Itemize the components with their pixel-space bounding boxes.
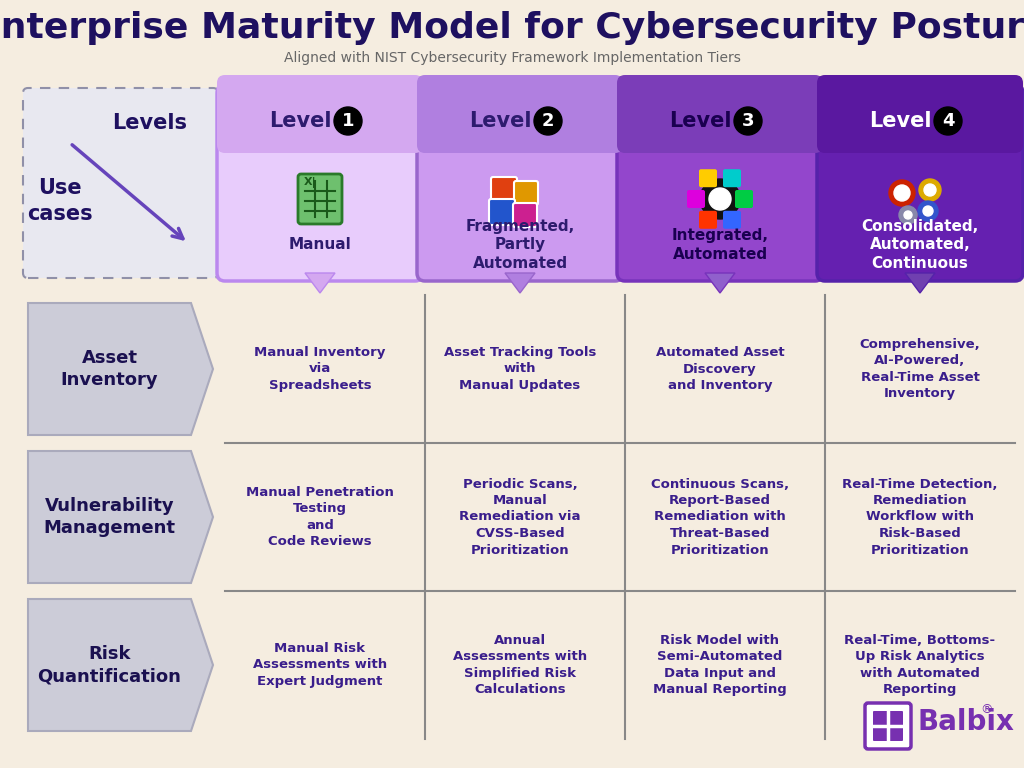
Text: ®: ®	[980, 703, 992, 717]
Text: Vulnerability
Management: Vulnerability Management	[43, 497, 175, 537]
FancyBboxPatch shape	[817, 85, 1023, 281]
Text: Comprehensive,
AI-Powered,
Real-Time Asset
Inventory: Comprehensive, AI-Powered, Real-Time Ass…	[859, 338, 980, 400]
Text: Manual Inventory
via
Spreadsheets: Manual Inventory via Spreadsheets	[254, 346, 386, 392]
Text: Aligned with NIST Cybersecurity Framework Implementation Tiers: Aligned with NIST Cybersecurity Framewor…	[284, 51, 740, 65]
FancyBboxPatch shape	[723, 210, 741, 229]
FancyBboxPatch shape	[417, 75, 623, 153]
Polygon shape	[705, 273, 735, 293]
Text: 4: 4	[942, 112, 954, 130]
FancyBboxPatch shape	[489, 199, 515, 225]
FancyBboxPatch shape	[217, 75, 423, 153]
Text: Real-Time, Bottoms-
Up Risk Analytics
with Automated
Reporting: Real-Time, Bottoms- Up Risk Analytics wi…	[845, 634, 995, 697]
Text: X|: X|	[304, 177, 316, 188]
Text: 3: 3	[741, 112, 755, 130]
Text: Asset
Inventory: Asset Inventory	[60, 349, 159, 389]
FancyBboxPatch shape	[873, 711, 903, 741]
Text: cases: cases	[28, 204, 93, 223]
FancyBboxPatch shape	[217, 85, 423, 281]
Text: Integrated,
Automated: Integrated, Automated	[672, 228, 768, 262]
Text: Levels: Levels	[113, 113, 187, 133]
FancyBboxPatch shape	[687, 190, 705, 208]
FancyBboxPatch shape	[513, 203, 537, 227]
Text: Periodic Scans,
Manual
Remediation via
CVSS-Based
Prioritization: Periodic Scans, Manual Remediation via C…	[459, 478, 581, 557]
FancyBboxPatch shape	[865, 703, 911, 749]
Circle shape	[934, 107, 962, 135]
FancyBboxPatch shape	[723, 169, 741, 187]
Text: Level: Level	[268, 111, 331, 131]
Circle shape	[918, 201, 938, 221]
Text: Real-Time Detection,
Remediation
Workflow with
Risk-Based
Prioritization: Real-Time Detection, Remediation Workflo…	[843, 478, 997, 557]
Bar	[233, 119, 407, 145]
FancyBboxPatch shape	[699, 210, 717, 229]
Polygon shape	[905, 273, 935, 293]
FancyBboxPatch shape	[298, 174, 342, 224]
Text: 1: 1	[342, 112, 354, 130]
Polygon shape	[28, 303, 213, 435]
Text: Risk Model with
Semi-Automated
Data Input and
Manual Reporting: Risk Model with Semi-Automated Data Inpu…	[653, 634, 786, 697]
Text: Use: Use	[38, 178, 82, 198]
Text: Risk
Quantification: Risk Quantification	[38, 645, 181, 685]
Circle shape	[334, 107, 362, 135]
FancyBboxPatch shape	[23, 88, 218, 278]
Circle shape	[924, 184, 936, 196]
Circle shape	[904, 211, 912, 219]
FancyBboxPatch shape	[817, 75, 1023, 153]
Circle shape	[919, 179, 941, 201]
Text: Consolidated,
Automated,
Continuous: Consolidated, Automated, Continuous	[861, 219, 979, 271]
Circle shape	[734, 107, 762, 135]
Polygon shape	[28, 451, 213, 583]
Bar	[633, 119, 807, 145]
Text: Fragmented,
Partly
Automated: Fragmented, Partly Automated	[465, 219, 574, 271]
Polygon shape	[305, 273, 335, 293]
Text: Level: Level	[669, 111, 731, 131]
Text: Manual: Manual	[289, 237, 351, 253]
Bar	[833, 119, 1007, 145]
FancyBboxPatch shape	[514, 181, 538, 205]
Circle shape	[923, 206, 933, 216]
Text: Level: Level	[469, 111, 531, 131]
Circle shape	[894, 185, 910, 201]
Circle shape	[889, 180, 915, 206]
Text: Manual Risk
Assessments with
Expert Judgment: Manual Risk Assessments with Expert Judg…	[253, 642, 387, 688]
Text: Annual
Assessments with
Simplified Risk
Calculations: Annual Assessments with Simplified Risk …	[453, 634, 587, 697]
FancyBboxPatch shape	[699, 169, 717, 187]
FancyBboxPatch shape	[735, 190, 753, 208]
Circle shape	[700, 179, 740, 219]
Polygon shape	[28, 599, 213, 731]
Text: Automated Asset
Discovery
and Inventory: Automated Asset Discovery and Inventory	[655, 346, 784, 392]
Circle shape	[709, 188, 731, 210]
Text: Asset Tracking Tools
with
Manual Updates: Asset Tracking Tools with Manual Updates	[443, 346, 596, 392]
Text: Enterprise Maturity Model for Cybersecurity Posture: Enterprise Maturity Model for Cybersecur…	[0, 11, 1024, 45]
Text: Manual Penetration
Testing
and
Code Reviews: Manual Penetration Testing and Code Revi…	[246, 485, 394, 548]
Text: Continuous Scans,
Report-Based
Remediation with
Threat-Based
Prioritization: Continuous Scans, Report-Based Remediati…	[651, 478, 790, 557]
FancyBboxPatch shape	[617, 75, 823, 153]
FancyBboxPatch shape	[417, 85, 623, 281]
FancyBboxPatch shape	[490, 177, 517, 203]
Text: Level: Level	[868, 111, 931, 131]
Bar	[433, 119, 607, 145]
Circle shape	[899, 206, 918, 224]
Text: Balbix: Balbix	[918, 708, 1015, 736]
Text: 2: 2	[542, 112, 554, 130]
Circle shape	[534, 107, 562, 135]
Polygon shape	[505, 273, 535, 293]
FancyBboxPatch shape	[617, 85, 823, 281]
